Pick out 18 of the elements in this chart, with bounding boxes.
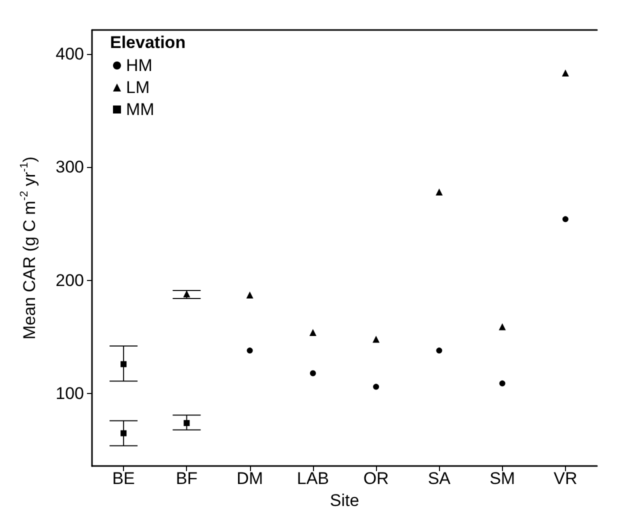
x-tick-label: SA (428, 469, 452, 488)
y-tick-label: 400 (56, 44, 84, 64)
x-tick-label: VR (554, 469, 578, 488)
legend-label: MM (126, 100, 154, 119)
y-tick-label: 100 (56, 384, 84, 404)
legend-title: Elevation (110, 33, 186, 52)
x-tick-label: BF (176, 469, 198, 488)
y-tick-label: 200 (56, 270, 84, 290)
x-axis-title: Site (330, 491, 360, 510)
x-tick-label: BE (112, 469, 135, 488)
x-tick-label: LAB (296, 469, 330, 488)
y-axis-title: Mean CAR (g C m-2 yr-1) (18, 156, 39, 340)
x-tick-label: SM (490, 469, 516, 488)
legend-label: HM (126, 56, 152, 75)
legend-label: LM (126, 78, 150, 97)
y-tick-label: 300 (56, 158, 84, 177)
x-tick-label: OR (363, 469, 389, 488)
x-tick-label: DM (236, 469, 264, 488)
